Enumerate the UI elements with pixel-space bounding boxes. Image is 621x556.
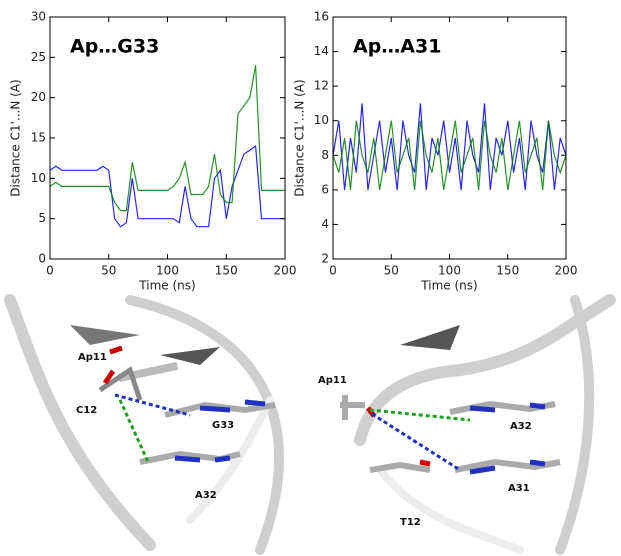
- y-tick-label: 14: [314, 44, 329, 58]
- annotation: Ap…G33: [70, 36, 159, 58]
- x-tick-label: 100: [438, 264, 461, 278]
- residue-label: C12: [76, 405, 97, 416]
- x-axis-title: Time (ns): [138, 279, 195, 293]
- y-tick-label: 6: [321, 182, 329, 196]
- x-tick-label: 150: [496, 264, 519, 278]
- data-line: [332, 103, 567, 191]
- y-tick-label: 16: [314, 10, 329, 24]
- x-tick-label: 0: [46, 264, 54, 278]
- structure-left: Ap11 C12 G33 A32: [4, 294, 285, 555]
- y-tick-label: 4: [321, 217, 329, 231]
- x-tick-label: 200: [274, 264, 297, 278]
- y-tick-label: 8: [321, 148, 329, 162]
- y-tick-label: 30: [31, 10, 46, 24]
- annotation: Ap…A31: [353, 36, 441, 58]
- residue-label: Ap11: [318, 375, 347, 386]
- residue-label: A31: [508, 483, 530, 494]
- data-line: [332, 120, 567, 190]
- x-tick-label: 150: [215, 264, 238, 278]
- y-tick-label: 2: [321, 252, 329, 266]
- y-tick-label: 25: [31, 50, 46, 64]
- data-line: [49, 145, 285, 228]
- x-tick-label: 50: [101, 264, 116, 278]
- y-tick-label: 0: [38, 252, 46, 266]
- x-tick-label: 0: [329, 264, 337, 278]
- data-line: [49, 65, 285, 212]
- x-tick-label: 200: [555, 264, 578, 278]
- y-axis-title: Distance C1'...N (A): [293, 79, 307, 196]
- y-tick-label: 10: [314, 113, 329, 127]
- residue-label: G33: [212, 420, 234, 431]
- y-tick-label: 10: [31, 171, 46, 185]
- structure-right: Ap11 A32 A31 T12: [318, 294, 616, 555]
- x-tick-label: 100: [156, 264, 179, 278]
- residue-label: Ap11: [78, 352, 107, 363]
- y-tick-label: 12: [314, 79, 329, 93]
- y-axis-title: Distance C1'...N (A): [9, 79, 23, 196]
- y-tick-label: 15: [31, 131, 46, 145]
- y-tick-label: 5: [38, 211, 46, 225]
- x-axis-title: Time (ns): [420, 279, 477, 293]
- residue-label: A32: [195, 490, 217, 501]
- residue-label: A32: [510, 421, 532, 432]
- residue-label: T12: [400, 517, 421, 528]
- x-tick-label: 50: [384, 264, 399, 278]
- y-tick-label: 20: [31, 90, 46, 104]
